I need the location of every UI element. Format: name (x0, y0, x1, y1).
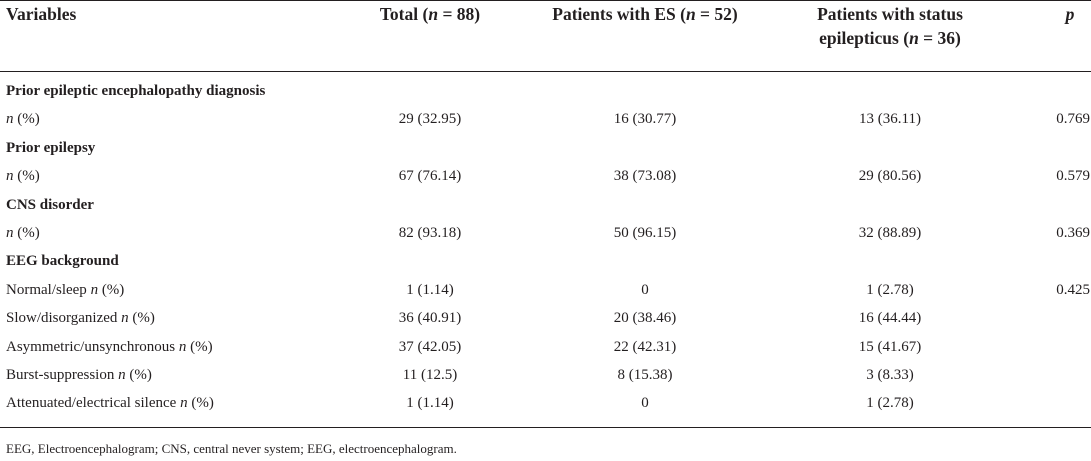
section-row: EEG background (0, 248, 1091, 274)
variable-label-unit: (%) (98, 281, 125, 298)
section-label: Prior epileptic encephalopathy diagnosis (6, 83, 266, 99)
header-variables: Variables (6, 4, 77, 24)
variable-label: Normal/sleep n (%) (6, 277, 124, 303)
p-value-cell: 0.425 (1056, 281, 1090, 298)
variable-label-unit: (%) (13, 168, 40, 185)
variable-label-text: Slow/disorganized (6, 310, 122, 327)
status-epilepticus-cell: 29 (80.56) (858, 168, 922, 185)
es-cell: 0 (641, 395, 649, 412)
table-bottom-rule (0, 427, 1091, 428)
table-row: Normal/sleep n (%) 1 (1.14) 0 1 (2.78) 0.425 (0, 277, 1091, 303)
es-cell: 22 (42.31) (613, 338, 677, 355)
table-row: n (%) 67 (76.14) 38 (73.08) 29 (80.56) 0.579 (0, 163, 1091, 189)
es-cell: 20 (38.46) (613, 310, 677, 327)
table-row: Attenuated/electrical silence n (%) 1 (1.… (0, 390, 1091, 416)
total-cell: 36 (40.91) (398, 310, 462, 327)
variable-label: n (%) (6, 163, 40, 189)
section-label: CNS disorder (6, 196, 94, 213)
table-top-rule (0, 0, 1091, 1)
status-epilepticus-cell: 16 (44.44) (858, 310, 922, 327)
header-p-value: p (1065, 4, 1075, 24)
variable-label-n: n (118, 367, 126, 383)
total-cell: 37 (42.05) (398, 338, 462, 355)
section-row: Prior epileptic encephalopathy diagnosis (0, 78, 1091, 104)
variable-label-unit: (%) (13, 225, 40, 241)
status-epilepticus-cell: 32 (88.89) (858, 225, 922, 241)
section-row: CNS disorder (0, 192, 1091, 218)
status-epilepticus-cell: 1 (2.78) (866, 281, 914, 298)
variable-label-text: Attenuated/electrical silence (6, 395, 181, 412)
es-cell: 50 (96.15) (613, 225, 677, 241)
total-cell: 1 (1.14) (406, 281, 454, 298)
es-cell: 0 (641, 281, 649, 298)
table-row: Burst-suppression n (%) 11 (12.5) 8 (15.38… (0, 362, 1091, 388)
variable-label-text: Asymmetric/unsynchronous (6, 338, 179, 355)
p-value-cell: 0.769 (1056, 111, 1090, 128)
variable-label-n: n (180, 395, 188, 412)
total-cell: 67 (76.14) (398, 168, 462, 185)
table-row: Asymmetric/unsynchronous n (%) 37 (42.05)… (0, 334, 1091, 360)
section-label: EEG background (6, 253, 119, 270)
variable-label: Asymmetric/unsynchronous n (%) (6, 334, 213, 360)
header-patients-status-epilepticus: Patients with status epilepticus (n = 36) (817, 4, 963, 48)
section-label: Prior epilepsy (6, 139, 96, 156)
variable-label: Slow/disorganized n (%) (6, 305, 155, 331)
status-epilepticus-cell: 1 (2.78) (866, 395, 914, 412)
es-cell: 8 (15.38) (617, 367, 673, 383)
variable-label: Attenuated/electrical silence n (%) (6, 390, 214, 416)
variable-label-n: n (6, 225, 14, 241)
variable-label-unit: (%) (186, 338, 213, 355)
variable-label-n: n (90, 281, 99, 298)
status-epilepticus-cell: 15 (41.67) (858, 338, 922, 355)
variable-label-text: Normal/sleep (6, 281, 91, 298)
variable-label-n: n (6, 111, 14, 128)
variable-label-n: n (6, 168, 14, 185)
total-cell: 1 (1.14) (406, 395, 454, 412)
variable-label-unit: (%) (128, 310, 155, 327)
es-cell: 16 (30.77) (613, 111, 677, 128)
table-row: n (%) 82 (93.18) 50 (96.15) 32 (88.89) 0.369 (0, 220, 1091, 246)
header-patients-es: Patients with ES (n = 52) (552, 4, 738, 24)
p-value-cell: 0.579 (1056, 168, 1090, 185)
variable-label-unit: (%) (187, 395, 214, 412)
variable-label-n: n (121, 310, 129, 327)
table-row: Slow/disorganized n (%) 36 (40.91) 20 (38.… (0, 305, 1091, 331)
p-value-cell: 0.369 (1056, 225, 1090, 241)
total-cell: 11 (12.5) (402, 367, 458, 383)
variable-label: n (%) (6, 220, 40, 246)
variable-label: n (%) (6, 106, 40, 132)
table-row: n (%) 29 (32.95) 16 (30.77) 13 (36.11) 0.769 (0, 106, 1091, 132)
status-epilepticus-cell: 3 (8.33) (866, 367, 914, 383)
status-epilepticus-cell: 13 (36.11) (859, 111, 921, 128)
es-cell: 38 (73.08) (613, 168, 677, 185)
section-row: Prior epilepsy (0, 135, 1091, 161)
table-footnote: EEG, Electroencephalogram; CNS, central … (6, 441, 457, 456)
total-cell: 29 (32.95) (398, 111, 462, 128)
header-bottom-rule (0, 71, 1091, 72)
variable-label-text: Burst-suppression (6, 367, 119, 383)
variable-label-unit: (%) (13, 111, 40, 128)
total-cell: 82 (93.18) (398, 225, 462, 241)
variable-label: Burst-suppression n (%) (6, 362, 152, 388)
header-total: Total (n = 88) (379, 4, 481, 24)
variable-label-unit: (%) (125, 367, 152, 383)
variable-label-n: n (178, 338, 187, 355)
